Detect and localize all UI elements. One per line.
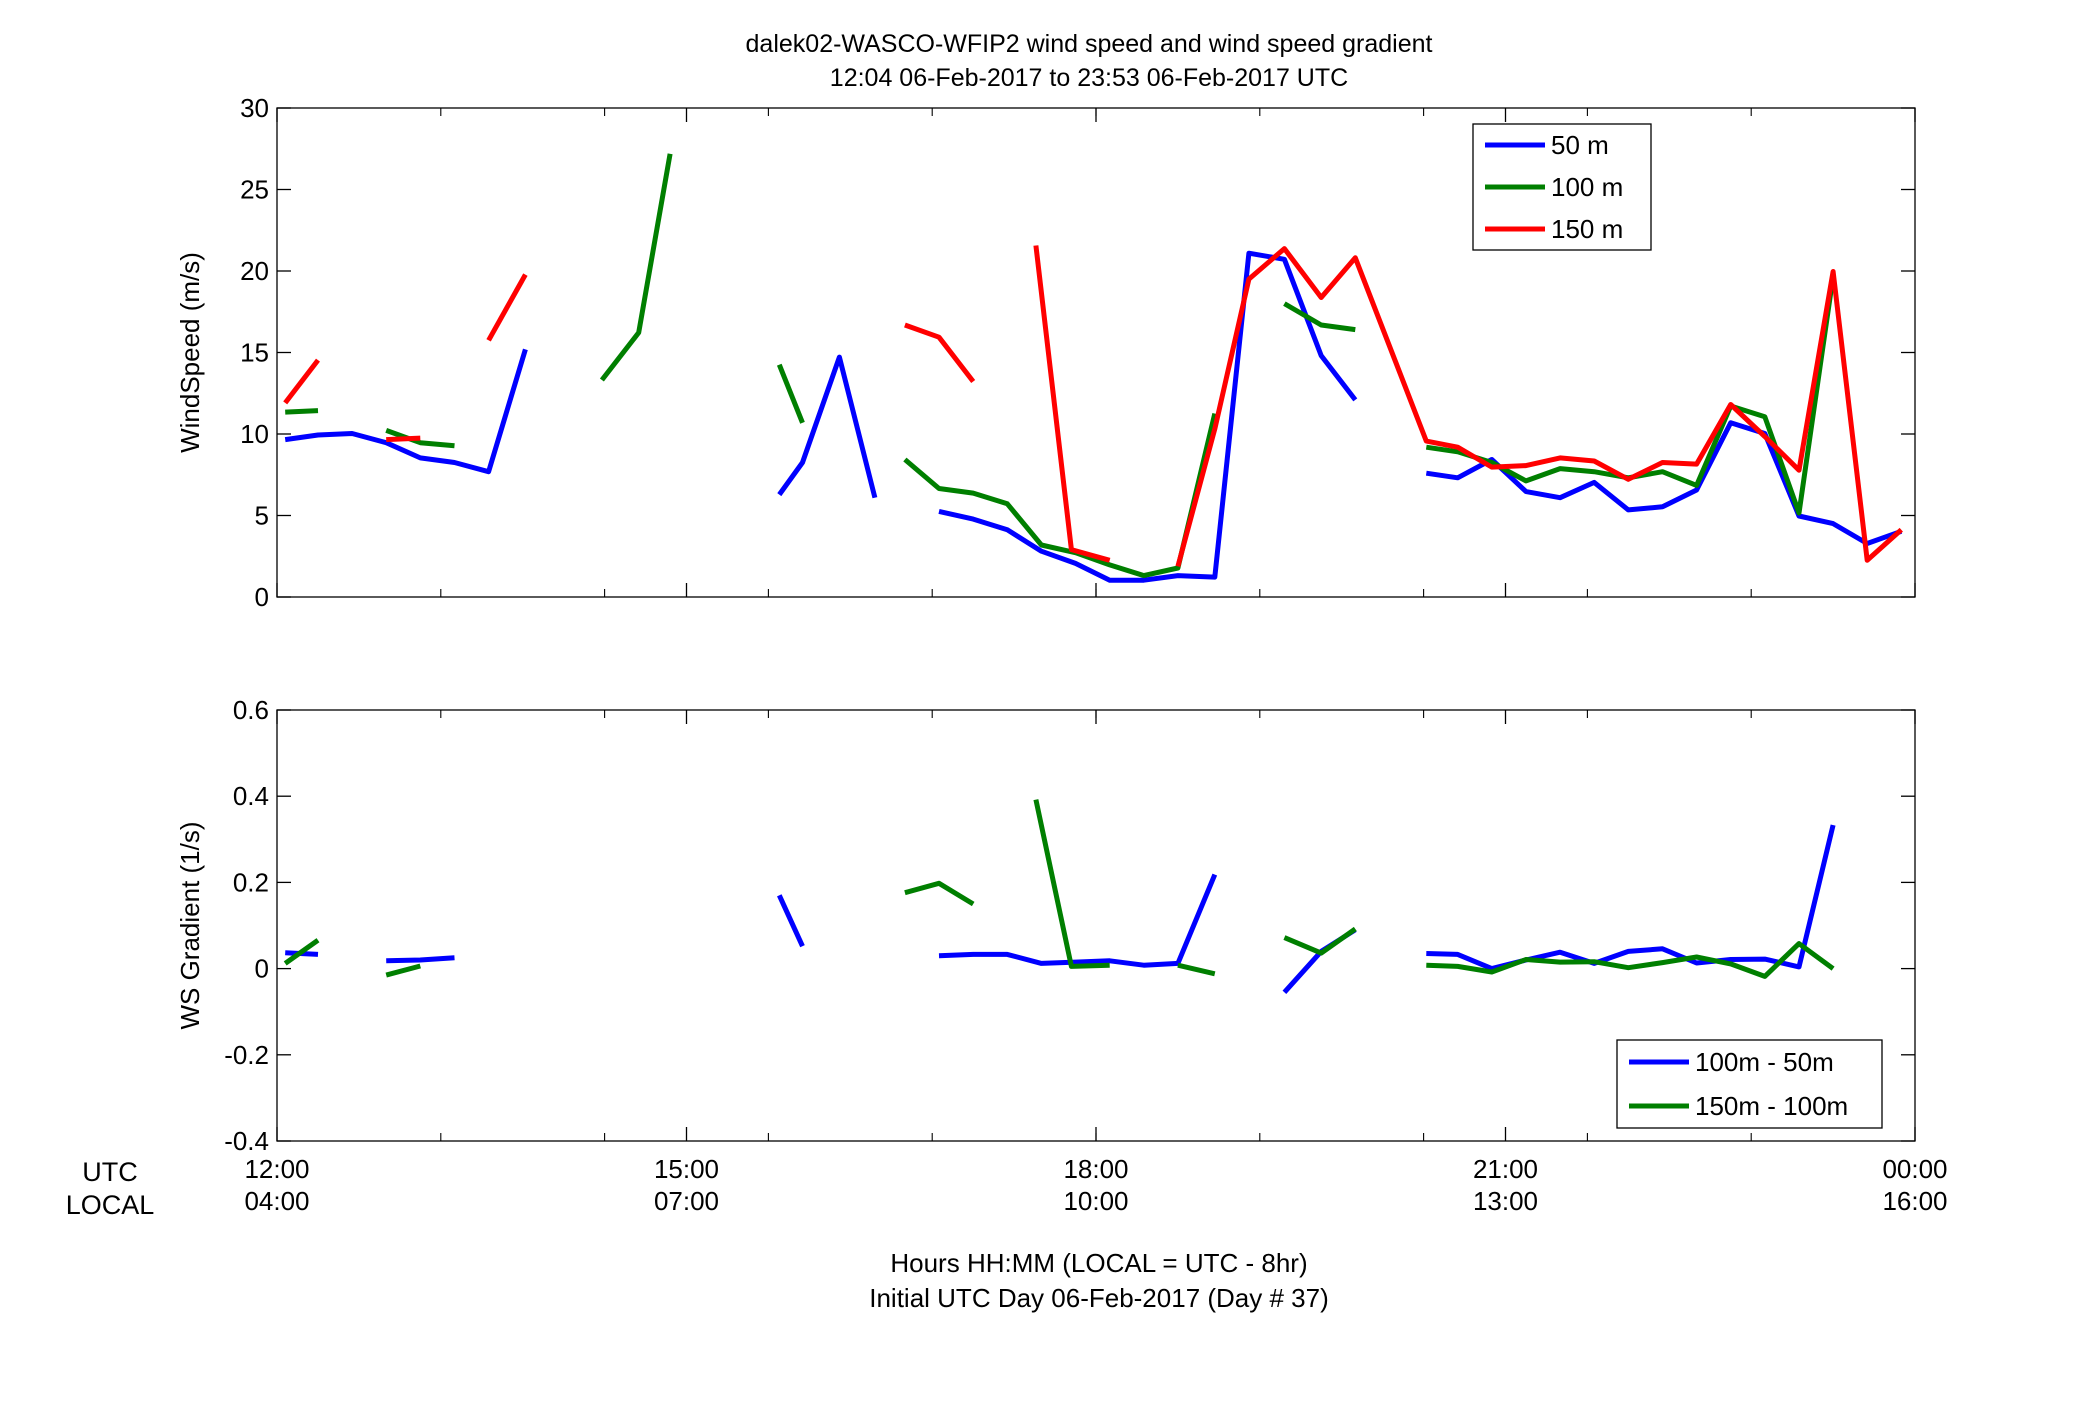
x-axis-label-line1: Hours HH:MM (LOCAL = UTC - 8hr)	[890, 1248, 1307, 1278]
xtick-label-utc: 21:00	[1473, 1154, 1538, 1184]
series-line-segment	[1426, 824, 1836, 972]
series-line-segment	[284, 348, 528, 475]
x-axis-label-line2: Initial UTC Day 06-Feb-2017 (Day # 37)	[869, 1283, 1329, 1313]
xtick-label-local: 16:00	[1882, 1186, 1947, 1216]
windspeed-ytick-label: 5	[255, 501, 269, 531]
xtick-label-local: 04:00	[244, 1186, 309, 1216]
chart-title-line1: dalek02-WASCO-WFIP2 wind speed and wind …	[746, 30, 1433, 58]
series-line-segment	[1033, 245, 1111, 563]
series-line-segment	[1283, 301, 1356, 333]
series-line-segment	[904, 322, 976, 384]
windspeed-series-150-m	[283, 245, 1903, 568]
series-line-segment	[1175, 246, 1903, 568]
legend-entry-label: 100m - 50m	[1695, 1047, 1834, 1077]
series-line-segment	[903, 413, 1218, 579]
x-row-label-utc: UTC	[82, 1157, 138, 1187]
xtick-label-local: 07:00	[654, 1186, 719, 1216]
gradient-y-axis-label: WS Gradient (1/s)	[175, 821, 205, 1029]
gradient-panel: -0.4 -0.2 0 0.2 0.4 0.6 WS Gradient (1/s) 100m …	[175, 695, 1916, 1156]
legend-entry-label: 150 m	[1551, 214, 1623, 244]
series-line-segment	[386, 435, 421, 443]
series-line-segment	[486, 273, 528, 342]
windspeed-ytick-label: 20	[240, 256, 269, 286]
legend-box	[1616, 1039, 1883, 1129]
series-line-segment	[777, 894, 805, 948]
gradient-ytick-label: 0.6	[233, 695, 269, 725]
windspeed-ytick-label: 15	[240, 338, 269, 368]
gradient-series-150m-100m	[283, 799, 1835, 979]
legend-entry-label: 150m - 100m	[1695, 1091, 1848, 1121]
series-line-segment	[283, 358, 320, 405]
windspeed-ytick-label: 10	[240, 419, 269, 449]
xtick-label-local: 13:00	[1473, 1186, 1538, 1216]
series-line-segment	[938, 250, 1358, 583]
series-line-segment	[283, 938, 320, 966]
series-line-segment	[938, 873, 1218, 968]
series-line-segment	[1426, 941, 1835, 979]
series-line-segment	[1033, 799, 1110, 969]
series-line-segment	[1283, 926, 1357, 956]
series-line-segment	[1177, 962, 1216, 977]
windspeed-ytick-label: 0	[255, 582, 269, 612]
xtick-label-utc: 12:00	[244, 1154, 309, 1184]
x-row-label-local: LOCAL	[66, 1190, 155, 1220]
series-line-segment	[386, 955, 455, 964]
xtick-label-utc: 00:00	[1882, 1154, 1947, 1184]
gradient-ytick-label: -0.4	[224, 1126, 269, 1156]
series-line-segment	[385, 428, 455, 449]
windspeed-y-axis-label: WindSpeed (m/s)	[175, 252, 205, 453]
xtick-label-local: 10:00	[1063, 1186, 1128, 1216]
series-line-segment	[285, 408, 319, 415]
series-line-segment	[777, 354, 878, 499]
legend-entry-label: 50 m	[1551, 130, 1609, 160]
windspeed-panel: 0 5 10 15 20 25 30 WindSpeed (m/s) 50 m 100 m 150 …	[175, 93, 1916, 612]
series-line-segment	[904, 880, 975, 907]
series-line-segment	[599, 153, 673, 382]
series-line-segment	[776, 363, 805, 424]
gradient-legend: 100m - 50m 150m - 100m	[1616, 1039, 1883, 1129]
gradient-ytick-label: -0.2	[224, 1040, 269, 1070]
series-line-segment	[385, 963, 421, 978]
windspeed-ytick-label: 30	[240, 93, 269, 123]
chart-title-line2: 12:04 06-Feb-2017 to 23:53 06-Feb-2017 U…	[830, 64, 1348, 92]
windspeed-legend: 50 m 100 m 150 m	[1472, 123, 1652, 251]
gradient-ytick-label: 0.2	[233, 867, 269, 897]
xtick-label-utc: 18:00	[1063, 1154, 1128, 1184]
xtick-label-utc: 15:00	[654, 1154, 719, 1184]
gradient-ytick-label: 0	[255, 954, 269, 984]
legend-entry-label: 100 m	[1551, 172, 1623, 202]
windspeed-ytick-label: 25	[240, 175, 269, 205]
gradient-ytick-label: 0.4	[233, 781, 269, 811]
